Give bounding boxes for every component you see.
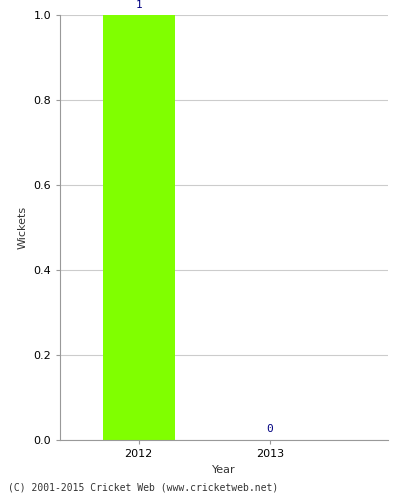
Text: (C) 2001-2015 Cricket Web (www.cricketweb.net): (C) 2001-2015 Cricket Web (www.cricketwe… xyxy=(8,482,278,492)
Bar xyxy=(103,15,175,440)
X-axis label: Year: Year xyxy=(212,464,236,474)
Text: 1: 1 xyxy=(135,0,142,10)
Text: 0: 0 xyxy=(266,424,273,434)
Y-axis label: Wickets: Wickets xyxy=(18,206,28,249)
